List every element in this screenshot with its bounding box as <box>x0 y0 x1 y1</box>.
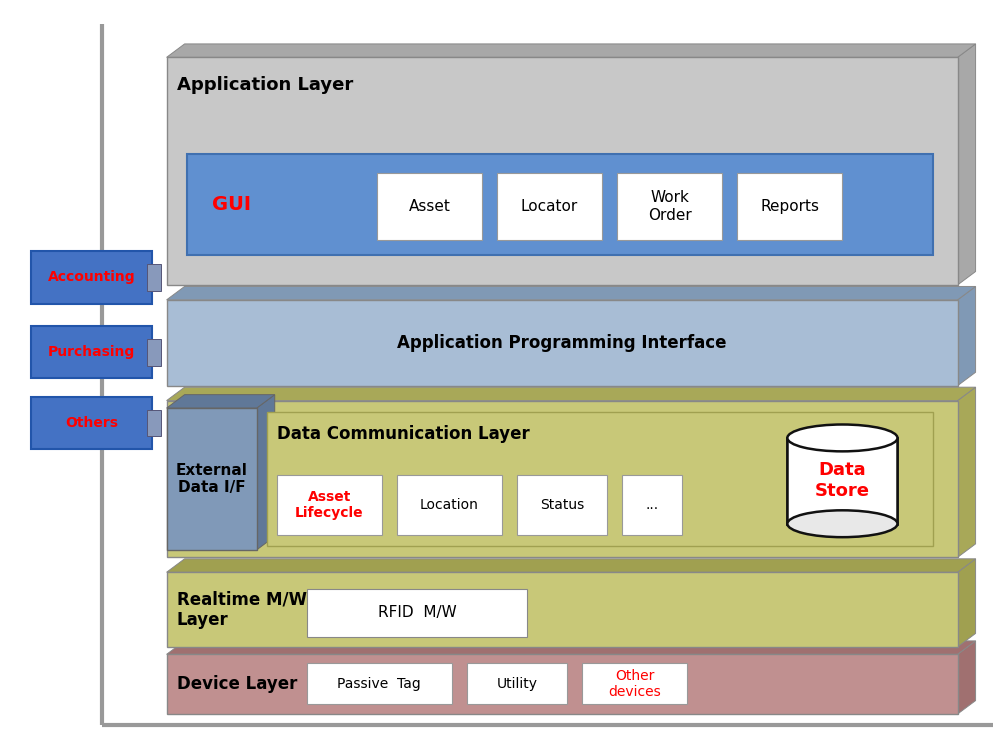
FancyBboxPatch shape <box>31 252 151 303</box>
FancyBboxPatch shape <box>146 264 160 291</box>
Text: ...: ... <box>645 498 658 512</box>
Polygon shape <box>166 395 275 408</box>
Text: Realtime M/W
Layer: Realtime M/W Layer <box>177 590 306 629</box>
FancyBboxPatch shape <box>396 475 502 535</box>
FancyBboxPatch shape <box>622 475 682 535</box>
Text: Locator: Locator <box>521 199 578 214</box>
Text: Reports: Reports <box>759 199 818 214</box>
Text: Purchasing: Purchasing <box>48 345 135 359</box>
FancyBboxPatch shape <box>166 655 957 714</box>
FancyBboxPatch shape <box>582 664 686 704</box>
Text: Other
devices: Other devices <box>608 669 660 699</box>
Text: Status: Status <box>540 498 584 512</box>
FancyBboxPatch shape <box>166 401 957 557</box>
FancyBboxPatch shape <box>466 664 567 704</box>
Ellipse shape <box>786 425 897 452</box>
Polygon shape <box>166 559 975 572</box>
Text: RFID  M/W: RFID M/W <box>377 605 455 620</box>
Polygon shape <box>957 641 975 714</box>
Text: Work
Order: Work Order <box>647 190 691 222</box>
Text: Others: Others <box>65 416 118 430</box>
FancyBboxPatch shape <box>376 173 481 240</box>
Polygon shape <box>957 387 975 557</box>
FancyBboxPatch shape <box>166 408 257 550</box>
FancyBboxPatch shape <box>496 173 602 240</box>
Text: Application Programming Interface: Application Programming Interface <box>397 334 726 352</box>
Text: Passive  Tag: Passive Tag <box>337 677 421 691</box>
FancyBboxPatch shape <box>277 475 381 535</box>
Text: Data
Store: Data Store <box>814 461 869 500</box>
Text: Application Layer: Application Layer <box>177 76 352 94</box>
FancyBboxPatch shape <box>307 664 451 704</box>
Polygon shape <box>957 286 975 386</box>
FancyBboxPatch shape <box>736 173 842 240</box>
FancyBboxPatch shape <box>166 572 957 647</box>
FancyBboxPatch shape <box>166 58 957 285</box>
FancyBboxPatch shape <box>617 173 721 240</box>
Polygon shape <box>166 286 975 300</box>
FancyBboxPatch shape <box>146 339 160 366</box>
Text: Location: Location <box>419 498 478 512</box>
Polygon shape <box>166 44 975 58</box>
Polygon shape <box>957 44 975 285</box>
Text: Asset
Lifecycle: Asset Lifecycle <box>295 490 363 521</box>
Text: Device Layer: Device Layer <box>177 675 297 693</box>
FancyBboxPatch shape <box>517 475 607 535</box>
Polygon shape <box>166 387 975 401</box>
FancyBboxPatch shape <box>166 300 957 386</box>
Polygon shape <box>957 559 975 647</box>
FancyBboxPatch shape <box>31 326 151 378</box>
Text: Accounting: Accounting <box>47 270 135 285</box>
FancyBboxPatch shape <box>187 154 932 255</box>
Text: External
Data I/F: External Data I/F <box>176 463 248 495</box>
FancyBboxPatch shape <box>307 589 527 637</box>
Polygon shape <box>786 438 897 524</box>
FancyBboxPatch shape <box>31 397 151 449</box>
FancyBboxPatch shape <box>146 410 160 437</box>
Polygon shape <box>166 641 975 655</box>
FancyBboxPatch shape <box>786 438 897 524</box>
Text: GUI: GUI <box>212 195 251 214</box>
FancyBboxPatch shape <box>267 412 932 546</box>
Text: Utility: Utility <box>496 677 537 691</box>
Ellipse shape <box>786 510 897 537</box>
Polygon shape <box>257 395 275 550</box>
Text: Asset: Asset <box>408 199 450 214</box>
Text: Data Communication Layer: Data Communication Layer <box>277 425 529 443</box>
